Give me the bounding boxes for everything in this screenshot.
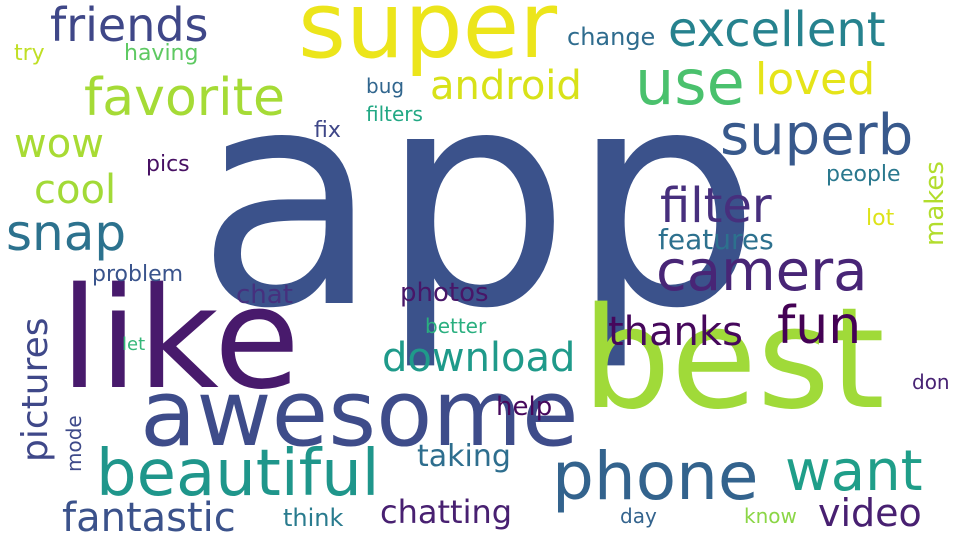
word-want: want <box>785 439 923 504</box>
word-download: download <box>382 335 576 381</box>
word-chat: chat <box>236 280 293 310</box>
word-thanks: thanks <box>608 309 743 355</box>
word-pics: pics <box>146 152 190 177</box>
word-loved: loved <box>755 54 876 105</box>
word-superb: superb <box>720 103 914 168</box>
word-favorite: favorite <box>84 68 285 128</box>
word-use: use <box>635 46 745 119</box>
word-fantastic: fantastic <box>62 495 236 541</box>
word-think: think <box>283 504 344 532</box>
word-people: people <box>826 162 901 187</box>
word-don: don <box>912 370 950 394</box>
word-filter: filter <box>660 178 772 234</box>
word-snap: snap <box>6 204 127 262</box>
word-lot: lot <box>866 206 895 231</box>
word-know: know <box>744 504 797 528</box>
word-better: better <box>425 314 487 338</box>
word-taking: taking <box>417 439 511 474</box>
word-let: let <box>122 334 146 355</box>
word-fix: fix <box>314 118 341 143</box>
word-awesome: awesome <box>140 360 579 467</box>
word-fun: fun <box>777 296 862 356</box>
word-wow: wow <box>14 121 104 167</box>
word-video: video <box>818 491 922 535</box>
word-beautiful: beautiful <box>96 437 380 511</box>
word-problem: problem <box>92 262 184 287</box>
word-features: features <box>658 223 774 256</box>
word-bug: bug <box>366 74 405 98</box>
word-camera: camera <box>656 239 868 304</box>
word-photos: photos <box>400 278 489 308</box>
word-day: day <box>620 504 657 528</box>
word-filters: filters <box>366 102 423 126</box>
word-change: change <box>567 23 656 51</box>
word-help: help <box>496 392 553 422</box>
word-super: super <box>298 0 558 79</box>
word-friends: friends <box>50 0 209 52</box>
word-pictures: pictures <box>15 317 56 463</box>
word-chatting: chatting <box>380 493 513 531</box>
word-cool: cool <box>34 167 117 213</box>
word-try: try <box>14 41 45 66</box>
word-makes: makes <box>920 161 950 246</box>
word-app: app <box>196 25 761 374</box>
word-android: android <box>430 63 582 109</box>
word-best: best <box>582 278 885 441</box>
word-having: having <box>124 41 199 66</box>
word-excellent: excellent <box>668 2 886 58</box>
word-mode: mode <box>62 415 86 472</box>
word-like: like <box>60 258 301 421</box>
word-phone: phone <box>552 438 759 515</box>
